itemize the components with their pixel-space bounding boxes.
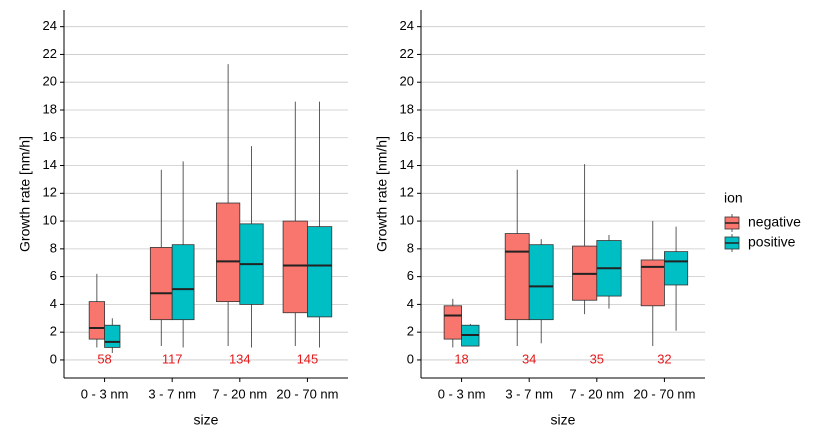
y-tick-label: 22 — [43, 46, 57, 61]
x-tick-label: 20 - 70 nm — [276, 386, 338, 401]
count-label: 145 — [297, 351, 319, 366]
y-tick-label: 6 — [407, 268, 414, 283]
count-label: 117 — [162, 351, 183, 366]
x-tick-label: 3 - 7 nm — [505, 386, 553, 401]
box — [171, 244, 195, 321]
y-tick-label: 24 — [43, 18, 57, 33]
y-tick-label: 2 — [50, 324, 57, 339]
y-tick-label: 24 — [400, 18, 414, 33]
y-tick-label: 8 — [50, 240, 57, 255]
y-tick-label: 2 — [407, 324, 414, 339]
box — [282, 220, 308, 314]
y-tick-label: 12 — [400, 185, 414, 200]
y-tick-label: 14 — [400, 157, 414, 172]
count-label: 18 — [454, 351, 468, 366]
y-tick-label: 20 — [400, 74, 414, 89]
y-tick-label: 18 — [400, 101, 414, 116]
x-axis-title: size — [551, 412, 576, 428]
x-tick-label: 20 - 70 nm — [633, 386, 695, 401]
x-tick-label: 7 - 20 nm — [212, 386, 267, 401]
y-tick-label: 0 — [407, 351, 414, 366]
y-tick-label: 4 — [50, 296, 57, 311]
y-tick-label: 8 — [407, 240, 414, 255]
legend-title: ion — [724, 190, 743, 206]
legend-label: negative — [748, 214, 801, 230]
count-label: 32 — [657, 351, 671, 366]
y-tick-label: 4 — [407, 296, 414, 311]
box — [104, 324, 121, 348]
y-tick-label: 0 — [50, 351, 57, 366]
count-label: 58 — [97, 351, 111, 366]
legend-label: positive — [748, 234, 796, 250]
x-tick-label: 0 - 3 nm — [81, 386, 129, 401]
y-axis-title: Growth rate [nm/h] — [17, 136, 33, 252]
y-axis-title: Growth rate [nm/h] — [374, 136, 390, 252]
x-tick-label: 3 - 7 nm — [148, 386, 196, 401]
y-tick-label: 10 — [400, 213, 414, 228]
box — [307, 226, 333, 318]
box — [149, 247, 173, 321]
y-tick-label: 16 — [43, 129, 57, 144]
box — [664, 251, 689, 286]
box — [216, 202, 241, 303]
x-tick-label: 0 - 3 nm — [438, 386, 486, 401]
y-tick-label: 14 — [43, 157, 57, 172]
y-tick-label: 18 — [43, 101, 57, 116]
count-label: 35 — [590, 351, 604, 366]
y-tick-label: 6 — [50, 268, 57, 283]
y-tick-label: 12 — [43, 185, 57, 200]
y-tick-label: 10 — [43, 213, 57, 228]
x-axis-title: size — [194, 412, 219, 428]
box — [443, 305, 462, 340]
y-tick-label: 16 — [400, 129, 414, 144]
box — [504, 233, 530, 321]
box — [88, 301, 105, 340]
count-label: 34 — [522, 351, 536, 366]
box — [528, 244, 554, 321]
y-tick-label: 20 — [43, 74, 57, 89]
y-tick-label: 22 — [400, 46, 414, 61]
count-label: 134 — [229, 351, 251, 366]
x-tick-label: 7 - 20 nm — [569, 386, 624, 401]
